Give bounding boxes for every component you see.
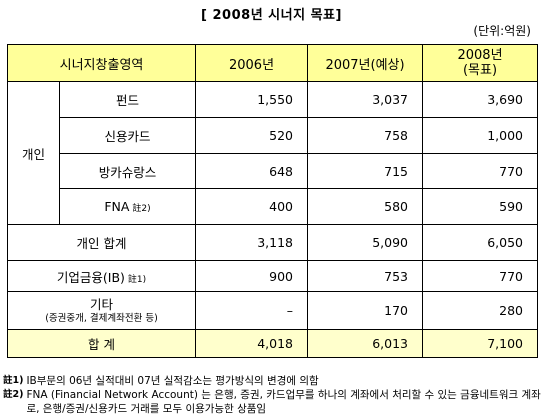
- footnote-1: 註1) IB부문의 06년 실적대비 07년 실적감소는 평가방식의 변경에 의…: [3, 374, 541, 388]
- fund-2008: 3,690: [422, 81, 539, 118]
- header-2008-year: 2008년: [457, 48, 503, 63]
- header-2008-target: (목표): [462, 63, 498, 78]
- personal-total-2007: 5,090: [307, 224, 424, 261]
- fna-note: 註2): [132, 204, 151, 214]
- ib-2007: 753: [307, 260, 424, 292]
- fna-2006: 400: [195, 188, 309, 225]
- grand-total-label: 합 계: [6, 329, 197, 358]
- etc-2008: 280: [422, 291, 539, 330]
- ib-2008: 770: [422, 260, 539, 292]
- ib-2006: 900: [195, 260, 309, 292]
- footnote-2: 註2) FNA (Financial Network Account) 는 은행…: [3, 388, 541, 416]
- fna-2008: 590: [422, 188, 539, 225]
- personal-total-2008: 6,050: [422, 224, 539, 261]
- bancassurance-2007: 715: [307, 153, 424, 189]
- personal-group-label: 개인: [7, 81, 60, 225]
- ib-label: 기업금융(IB): [56, 269, 125, 285]
- etc-2006: –: [195, 291, 309, 330]
- table-header-row: 시너지창출영역 2006년 2007년(예상) 2008년 (목표): [6, 44, 539, 82]
- fna-2007: 580: [307, 188, 424, 225]
- synergy-table: 시너지창출영역 2006년 2007년(예상) 2008년 (목표) 개인 펀드…: [6, 44, 539, 358]
- table-row-bancassurance: 방카슈랑스 648 715 770: [8, 153, 539, 189]
- bancassurance-2006: 648: [195, 153, 309, 189]
- table-row-etc: 기타 (증권중개, 결제계좌전환 등) – 170 280: [6, 291, 539, 330]
- footnote-2-label: 註2): [3, 389, 24, 400]
- etc-cell: 기타 (증권중개, 결제계좌전환 등): [6, 291, 197, 330]
- header-2007: 2007년(예상): [307, 44, 424, 82]
- credit-card-2007: 758: [307, 117, 424, 154]
- table-row-ib: 기업금융(IB) 註1) 900 753 770: [6, 260, 539, 292]
- fund-label: 펀드: [58, 81, 197, 118]
- header-2006: 2006년: [195, 44, 309, 82]
- footnote-1-label: 註1): [3, 375, 24, 386]
- header-2008: 2008년 (목표): [422, 44, 539, 82]
- credit-card-2008: 1,000: [422, 117, 539, 154]
- table-row-fna: FNA 註2) 400 580 590: [8, 188, 539, 225]
- fna-label: FNA: [104, 199, 130, 214]
- header-area: 시너지창출영역: [6, 44, 197, 82]
- bancassurance-2008: 770: [422, 153, 539, 189]
- footnotes: 註1) IB부문의 06년 실적대비 07년 실적감소는 평가방식의 변경에 의…: [3, 374, 541, 416]
- personal-total-label: 개인 합계: [6, 224, 197, 261]
- footnote-2-text: FNA (Financial Network Account) 는 은행, 증권…: [26, 389, 541, 415]
- personal-total-2006: 3,118: [195, 224, 309, 261]
- bancassurance-label: 방카슈랑스: [58, 153, 197, 189]
- fund-2006: 1,550: [195, 81, 309, 118]
- footnote-1-text: IB부문의 06년 실적대비 07년 실적감소는 평가방식의 변경에 의함: [26, 375, 319, 387]
- unit-label: (단위:억원): [473, 24, 531, 38]
- grand-total-2006: 4,018: [195, 329, 309, 358]
- grand-total-2008: 7,100: [422, 329, 539, 358]
- table-row-personal-total: 개인 합계 3,118 5,090 6,050: [6, 224, 539, 261]
- ib-cell: 기업금융(IB) 註1): [6, 260, 197, 292]
- table-row-grand-total: 합 계 4,018 6,013 7,100: [6, 329, 539, 358]
- table-row-fund: 개인 펀드 1,550 3,037 3,690: [7, 81, 539, 225]
- table-row-credit-card: 신용카드 520 758 1,000: [8, 117, 539, 154]
- ib-note: 註1): [127, 274, 147, 285]
- grand-total-2007: 6,013: [307, 329, 424, 358]
- etc-sublabel: (증권중개, 결제계좌전환 등): [45, 313, 158, 324]
- fund-2007: 3,037: [307, 81, 424, 118]
- credit-card-label: 신용카드: [58, 117, 197, 154]
- page-title: [ 2008년 시너지 목표]: [201, 8, 342, 23]
- etc-2007: 170: [307, 291, 424, 330]
- fna-cell: FNA 註2): [58, 188, 197, 225]
- etc-label: 기타: [90, 297, 114, 312]
- credit-card-2006: 520: [195, 117, 309, 154]
